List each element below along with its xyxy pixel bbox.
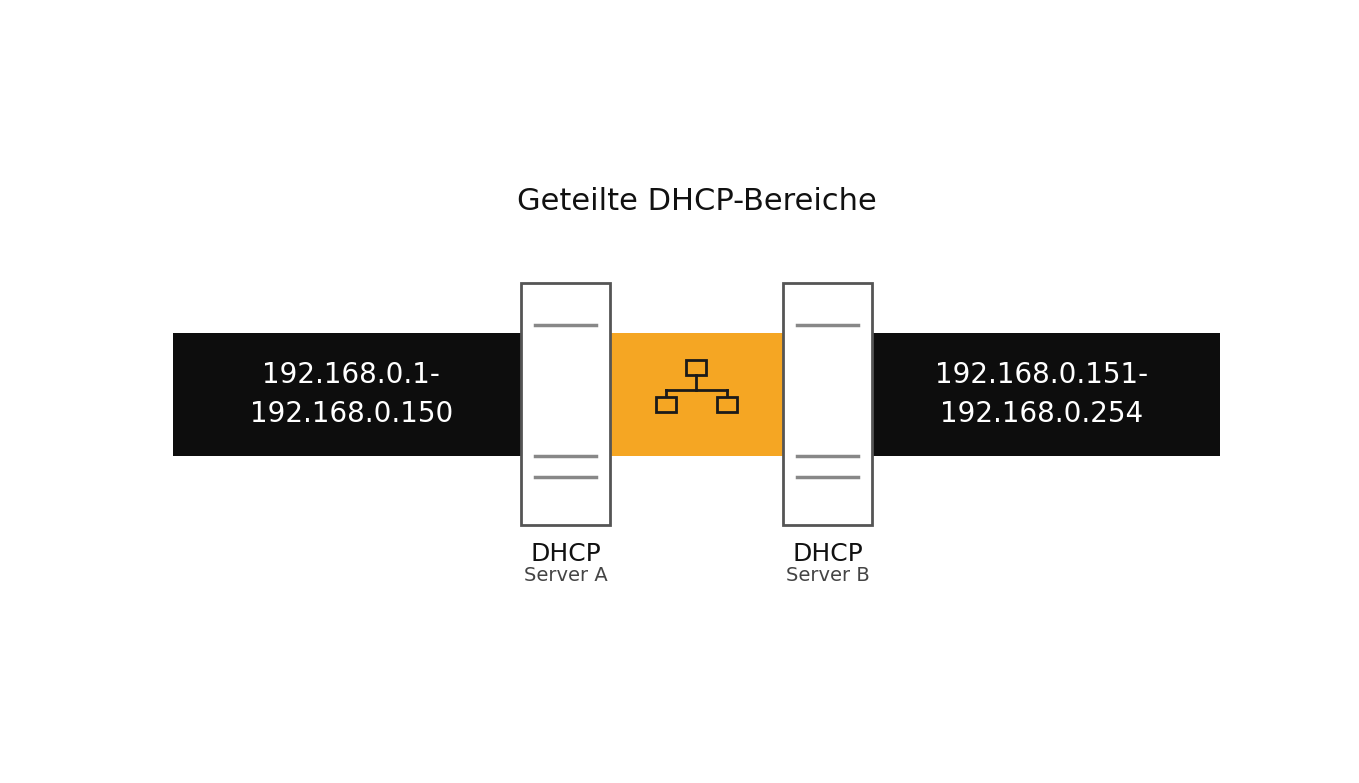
Text: 192.168.0.151-
192.168.0.254: 192.168.0.151- 192.168.0.254 [935, 361, 1148, 428]
Text: DHCP: DHCP [530, 543, 601, 566]
Bar [718, 396, 738, 412]
Bar [864, 333, 1219, 456]
Bar [174, 333, 529, 456]
Bar [783, 283, 871, 525]
Text: DHCP: DHCP [792, 543, 863, 566]
Bar [655, 396, 675, 412]
Text: Geteilte DHCP-Bereiche: Geteilte DHCP-Bereiche [516, 187, 877, 216]
Bar [609, 333, 784, 456]
Bar [686, 359, 707, 375]
Bar [522, 283, 610, 525]
Text: Server A: Server A [523, 565, 607, 585]
Text: 192.168.0.1-
192.168.0.150: 192.168.0.1- 192.168.0.150 [250, 361, 453, 428]
Text: Server B: Server B [786, 565, 870, 585]
